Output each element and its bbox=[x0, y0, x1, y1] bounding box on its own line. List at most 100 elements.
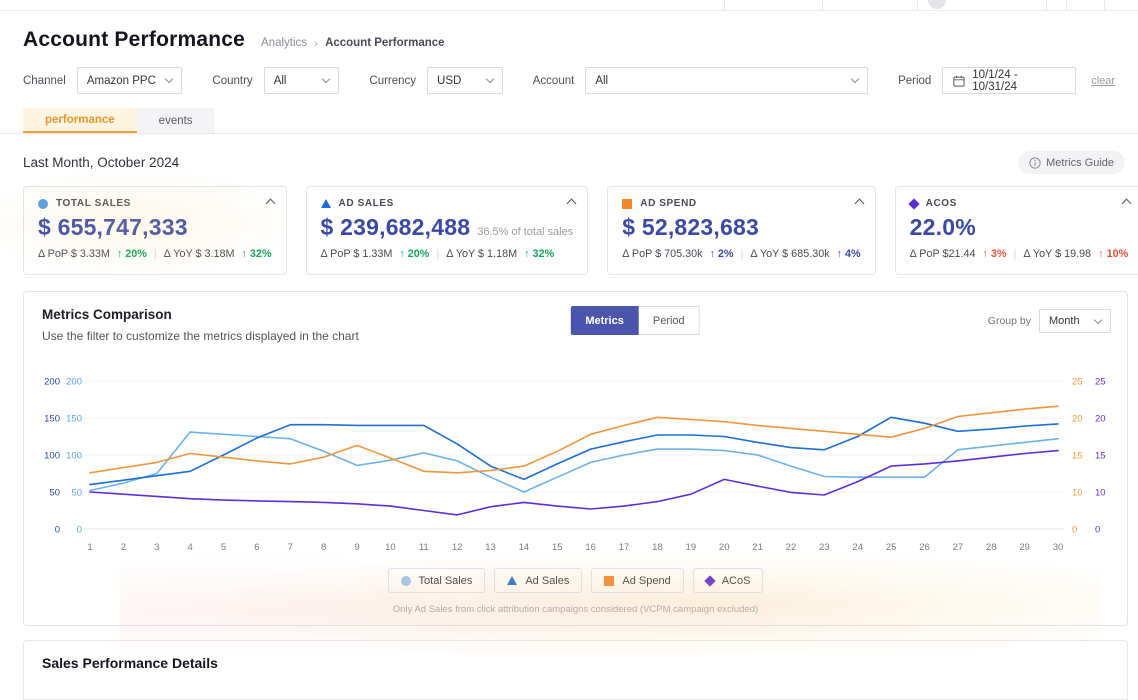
chevron-down-icon bbox=[165, 74, 174, 84]
acos-marker-icon bbox=[704, 574, 716, 587]
country-select[interactable]: All bbox=[263, 67, 340, 94]
info-icon bbox=[1029, 156, 1041, 169]
ad-sales-marker-icon bbox=[507, 576, 518, 585]
period-label: Period bbox=[898, 74, 932, 87]
comparison-subtitle: Use the filter to customize the metrics … bbox=[42, 329, 359, 343]
tab-performance[interactable]: performance bbox=[23, 108, 137, 133]
total-sales-deltas: Δ PoP $ 3.33M ↑ 20% | Δ YoY $ 3.18M ↑ 32% bbox=[38, 248, 272, 260]
svg-text:50: 50 bbox=[71, 488, 82, 499]
svg-text:28: 28 bbox=[986, 542, 997, 553]
svg-text:12: 12 bbox=[452, 542, 463, 553]
channel-label: Channel bbox=[23, 74, 66, 87]
svg-text:14: 14 bbox=[519, 542, 530, 553]
account-select[interactable]: All bbox=[585, 67, 869, 94]
account-label: Account bbox=[532, 74, 575, 87]
ad-spend-marker-icon bbox=[622, 198, 633, 209]
svg-text:20: 20 bbox=[1095, 414, 1106, 425]
card-ad-spend: AD SPEND $ 52,823,683 Δ PoP $ 705.30k ↑ 2… bbox=[607, 186, 876, 275]
ad-spend-marker-icon bbox=[604, 575, 615, 586]
svg-text:20: 20 bbox=[1072, 414, 1083, 425]
toggle-period-button[interactable]: Period bbox=[638, 306, 700, 335]
svg-text:16: 16 bbox=[585, 542, 596, 553]
acos-deltas: Δ PoP $21.44 ↑ 3% | Δ YoY $ 19.98 ↑ 10% bbox=[909, 248, 1129, 260]
svg-text:10: 10 bbox=[1095, 488, 1106, 499]
group-by-select[interactable]: Month bbox=[1039, 309, 1111, 333]
topbar-divider bbox=[1104, 0, 1105, 10]
tab-events[interactable]: events bbox=[136, 108, 215, 133]
total-sales-marker-icon bbox=[400, 575, 411, 586]
channel-select[interactable]: Amazon PPC bbox=[76, 67, 183, 94]
sales-details-title: Sales Performance Details bbox=[42, 655, 218, 671]
breadcrumb-analytics[interactable]: Analytics bbox=[261, 37, 308, 49]
svg-text:17: 17 bbox=[619, 542, 630, 553]
svg-text:0: 0 bbox=[1072, 525, 1077, 536]
svg-text:7: 7 bbox=[288, 542, 293, 553]
svg-text:27: 27 bbox=[953, 542, 964, 553]
legend-acos[interactable]: ACoS bbox=[692, 568, 764, 593]
breadcrumb-current: Account Performance bbox=[325, 37, 445, 49]
svg-text:0: 0 bbox=[1095, 525, 1100, 536]
svg-text:11: 11 bbox=[419, 542, 429, 553]
svg-text:26: 26 bbox=[919, 542, 930, 553]
svg-text:200: 200 bbox=[44, 377, 60, 388]
svg-text:10: 10 bbox=[385, 542, 396, 553]
svg-text:29: 29 bbox=[1019, 542, 1030, 553]
svg-text:150: 150 bbox=[44, 414, 60, 425]
topbar-divider bbox=[1046, 0, 1047, 10]
filter-bar: Channel Amazon PPC Country All Currency … bbox=[0, 52, 1138, 94]
tab-bar: performance events bbox=[0, 108, 1138, 134]
breadcrumb: Analytics › Account Performance bbox=[261, 36, 445, 50]
toggle-metrics-button[interactable]: Metrics bbox=[570, 306, 639, 335]
svg-text:100: 100 bbox=[44, 451, 60, 462]
topbar-divider bbox=[1066, 0, 1067, 10]
ad-spend-deltas: Δ PoP $ 705.30k ↑ 2% | Δ YoY $ 685.30k ↑ 4… bbox=[622, 248, 861, 260]
legend-ad-sales[interactable]: Ad Sales bbox=[494, 568, 583, 593]
svg-text:8: 8 bbox=[321, 542, 326, 553]
total-sales-marker-icon bbox=[38, 198, 48, 209]
svg-text:20: 20 bbox=[719, 542, 730, 553]
breadcrumb-separator-icon: › bbox=[314, 36, 319, 50]
svg-text:30: 30 bbox=[1053, 542, 1064, 553]
calendar-icon bbox=[953, 75, 965, 87]
svg-text:50: 50 bbox=[49, 488, 60, 499]
country-label: Country bbox=[212, 74, 253, 87]
acos-marker-icon bbox=[907, 197, 920, 210]
sales-performance-details-card: Sales Performance Details bbox=[23, 640, 1128, 700]
chevron-down-icon bbox=[1093, 315, 1103, 324]
clear-filters-link[interactable]: clear bbox=[1091, 74, 1116, 87]
svg-text:19: 19 bbox=[686, 542, 697, 553]
currency-label: Currency bbox=[369, 74, 417, 87]
card-ad-sales: AD SALES $ 239,682,488 36.5% of total sa… bbox=[305, 186, 589, 275]
currency-select[interactable]: USD bbox=[427, 67, 503, 94]
legend-ad-spend[interactable]: Ad Spend bbox=[591, 568, 684, 593]
ad-sales-marker-icon bbox=[320, 199, 331, 208]
svg-text:150: 150 bbox=[66, 414, 82, 425]
card-total-sales: TOTAL SALES $ 655,747,333 Δ PoP $ 3.33M ↑… bbox=[23, 186, 287, 275]
legend-total-sales[interactable]: Total Sales bbox=[387, 568, 486, 593]
comparison-title: Metrics Comparison bbox=[42, 307, 172, 322]
svg-text:3: 3 bbox=[154, 542, 159, 553]
svg-text:25: 25 bbox=[1072, 377, 1083, 388]
topbar-icon[interactable] bbox=[928, 0, 946, 9]
svg-text:15: 15 bbox=[1095, 451, 1106, 462]
chevron-down-icon bbox=[322, 74, 331, 84]
svg-text:2: 2 bbox=[121, 542, 126, 553]
svg-text:200: 200 bbox=[66, 377, 82, 388]
ad-spend-value: $ 52,823,683 bbox=[622, 214, 759, 240]
svg-text:1: 1 bbox=[87, 542, 92, 553]
period-datepicker[interactable]: 10/1/24 - 10/31/24 bbox=[942, 67, 1077, 94]
svg-text:9: 9 bbox=[354, 542, 359, 553]
svg-text:5: 5 bbox=[221, 542, 226, 553]
group-by-label: Group by bbox=[987, 315, 1031, 327]
svg-text:25: 25 bbox=[1095, 377, 1106, 388]
chevron-down-icon bbox=[850, 74, 860, 84]
svg-text:15: 15 bbox=[552, 542, 563, 553]
chart-legend: Total Sales Ad Sales Ad Spend ACoS bbox=[24, 568, 1127, 593]
metrics-comparison-card: Metrics Comparison Use the filter to cus… bbox=[23, 291, 1128, 626]
card-acos: ACOS 22.0% Δ PoP $21.44 ↑ 3% | Δ YoY $ 19… bbox=[894, 186, 1138, 275]
svg-text:23: 23 bbox=[819, 542, 830, 553]
svg-text:10: 10 bbox=[1072, 488, 1083, 499]
metrics-guide-button[interactable]: Metrics Guide bbox=[1018, 151, 1125, 174]
svg-text:21: 21 bbox=[752, 542, 763, 553]
